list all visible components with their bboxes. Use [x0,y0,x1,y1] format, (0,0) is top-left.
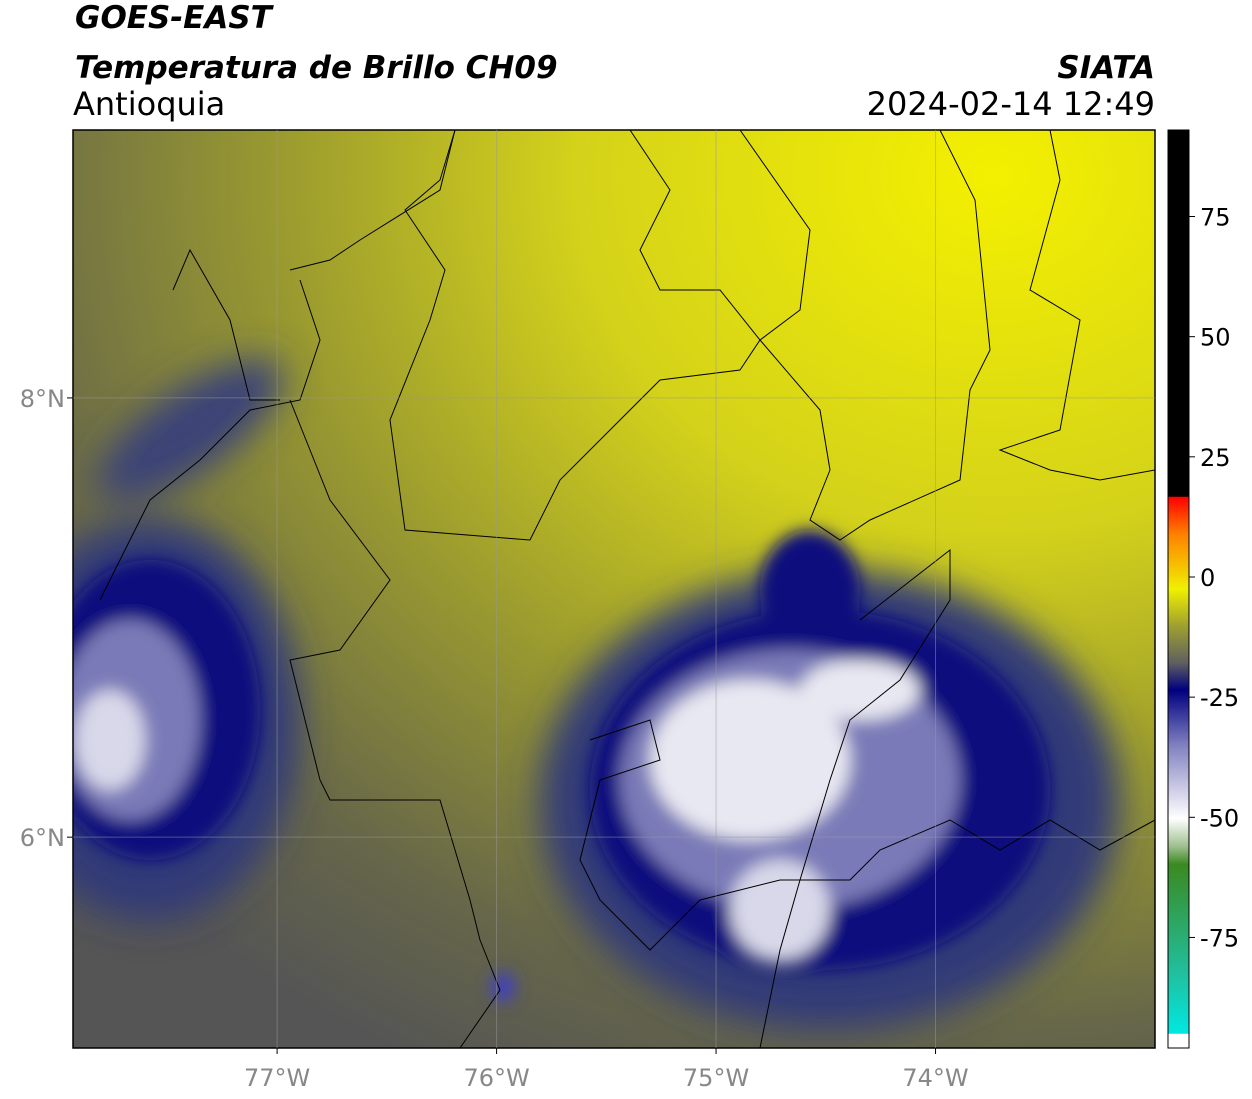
lon-tick-label: 74°W [902,1064,968,1092]
colorbar-tick-label: -75 [1200,924,1239,952]
lat-tick-label: 8°N [20,385,65,413]
subtitle: Temperatura de Brillo CH09 [75,50,558,86]
map-frame [72,129,1156,1049]
lon-tick-label: 75°W [683,1064,749,1092]
datetime: 2024-02-14 12:49 [867,85,1155,123]
colorbar-tick-label: -25 [1200,684,1239,712]
satellite-image [73,130,1155,1048]
lon-tick-label: 77°W [244,1064,310,1092]
lat-tick-label: 6°N [20,824,65,852]
source: SIATA [1057,50,1155,86]
region: Antioquia [73,85,225,123]
colorbar-tick-label: 0 [1200,564,1215,592]
colorbar-tick-label: 25 [1200,444,1231,472]
lon-tick-label: 76°W [463,1064,529,1092]
colorbar-tick-label: 75 [1200,204,1231,232]
title: GOES-EAST [75,0,275,36]
colorbar-tick-label: 50 [1200,324,1231,352]
colorbar-tick-label: -50 [1200,804,1239,832]
colorbar [1167,129,1190,1049]
